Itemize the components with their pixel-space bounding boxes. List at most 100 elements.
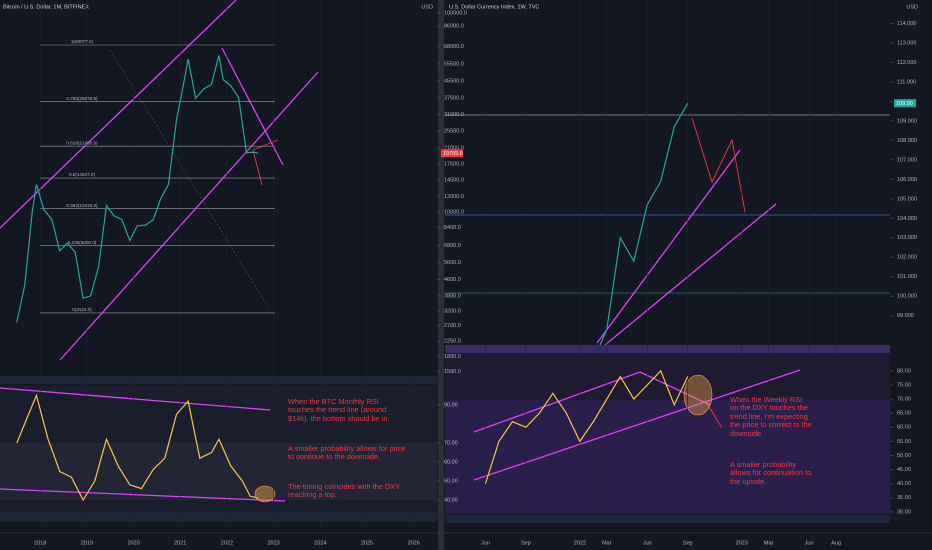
y-tick-label: 105.000 <box>897 196 917 202</box>
axis-unit: USD <box>421 4 433 10</box>
x-tick-label: 2022 <box>574 540 586 546</box>
reference-lines <box>109 49 890 311</box>
y-tick-label: 103.000 <box>897 235 917 241</box>
indicator-strip <box>0 376 437 384</box>
y-tick-label: 1890.0 <box>444 354 461 360</box>
y-tick-label: 17500.0 <box>444 161 464 167</box>
x-tick-label: 2025 <box>361 540 373 546</box>
y-tick-label: 112.000 <box>897 60 916 66</box>
x-tick-label: 2022 <box>221 540 233 546</box>
y-tick-label: 25500.0 <box>444 129 464 135</box>
x-tick-label: 2024 <box>314 540 326 546</box>
y-tick-label: 99.000 <box>897 313 914 319</box>
y-tick-label: 12000.0 <box>444 194 464 200</box>
price-tag-label: 109.90 <box>896 101 913 107</box>
price-tag <box>441 149 463 158</box>
price-tag <box>894 99 916 108</box>
rsi-band <box>0 443 437 500</box>
y-tick-label: 86000.0 <box>444 23 464 29</box>
y-tick-label: 50.00 <box>897 453 911 459</box>
x-tick-label: 2023 <box>267 540 279 546</box>
y-tick-label: 106.000 <box>897 177 917 183</box>
y-tick-label: 31000.0 <box>444 112 464 118</box>
axis-unit: USD <box>906 4 918 10</box>
y-tick-label: 10000.0 <box>444 210 464 216</box>
trend-lines <box>0 0 801 502</box>
annotation: When the Weekly RSI on the DXY touches t… <box>730 396 812 438</box>
annotation: The timing coincides with the DXY reachi… <box>288 483 400 499</box>
x-tick-label: Aug <box>831 540 841 546</box>
y-tick-label: 60.00 <box>897 425 911 431</box>
y-tick-label: 1590.0 <box>444 369 461 375</box>
highlight <box>683 374 713 416</box>
indicator-strip <box>445 345 890 353</box>
y-tick-label: 35.00 <box>897 495 911 501</box>
x-tick-label: 2026 <box>408 540 420 546</box>
y-tick-label: 75.00 <box>897 382 911 388</box>
annotation-text: A smaller probability allows for price t… <box>288 445 406 462</box>
y-tick-label: 21000.0 <box>444 145 464 151</box>
fib-label: 0.618(21450.6) <box>66 140 98 145</box>
annotation: When the BTC Monthly RSI touches the tre… <box>288 398 390 423</box>
x-tick-label: 2021 <box>174 540 186 546</box>
y-tick-label: 111.000 <box>897 79 916 85</box>
x-tick-label: 2023 <box>736 540 748 546</box>
y-tick-label: 3200.0 <box>444 308 461 314</box>
fib-label: 0.5(14847.0) <box>69 172 96 177</box>
y-tick-label: 68000.0 <box>444 44 464 50</box>
indicator-strip <box>445 515 890 523</box>
x-tick-label: Sep <box>683 540 693 546</box>
y-tick-label: 2700.0 <box>444 323 461 329</box>
price-line <box>599 103 689 345</box>
x-tick-label: Jun <box>643 540 652 546</box>
y-tick-label: 65.00 <box>897 411 911 417</box>
rsi-band <box>445 400 890 513</box>
y-tick-label: 45500.0 <box>444 79 464 85</box>
x-tick-label: Mar <box>602 540 612 546</box>
y-tick-label: 70.00 <box>444 440 458 446</box>
y-tick-label: 104.000 <box>897 216 917 222</box>
y-tick-label: 2250.0 <box>444 339 461 345</box>
x-tick-label: 2019 <box>81 540 93 546</box>
chart-title: Bitcoin / U.S. Dollar, 1M, BITFINEX <box>3 4 89 10</box>
y-tick-label: 5600.0 <box>444 260 461 266</box>
y-tick-label: 100000.0 <box>444 10 467 16</box>
fib-label: 0(3122.0) <box>72 307 92 312</box>
price-tag-label: 19755.6 <box>443 151 463 157</box>
fib-label: 0.236(6800.0) <box>68 240 97 245</box>
highlight <box>254 485 276 503</box>
y-tick-label: 60.00 <box>444 459 458 465</box>
y-tick-label: 90.00 <box>444 402 458 408</box>
y-tick-label: 70.00 <box>897 397 911 403</box>
y-tick-label: 101.000 <box>897 274 917 280</box>
y-tick-label: 102.000 <box>897 255 917 261</box>
annotation: A smaller probability allows for continu… <box>730 461 812 486</box>
annotation-text: A smaller probability allows for continu… <box>730 461 812 486</box>
y-tick-label: 37500.0 <box>444 95 464 101</box>
y-tick-label: 55500.0 <box>444 61 464 67</box>
x-tick-label: Jun <box>481 540 490 546</box>
y-tick-label: 108.000 <box>897 138 917 144</box>
indicator-strip <box>0 512 437 522</box>
y-tick-label: 113.000 <box>897 40 916 46</box>
annotation-text: When the Weekly RSI on the DXY touches t… <box>730 396 812 438</box>
y-tick-label: 4600.0 <box>444 277 461 283</box>
price-line <box>16 393 259 502</box>
y-tick-label: 3800.0 <box>444 293 461 299</box>
y-tick-label: 80.00 <box>897 368 911 374</box>
x-tick-label: 2018 <box>34 540 46 546</box>
price-line <box>484 369 689 484</box>
y-tick-label: 50.00 <box>444 478 458 484</box>
y-tick-label: 45.00 <box>897 467 911 473</box>
fib-label: 0.382(10418.0) <box>66 203 98 208</box>
x-tick-label: Mar <box>764 540 774 546</box>
y-tick-label: 100.000 <box>897 294 917 300</box>
y-tick-label: 8400.0 <box>444 225 461 231</box>
y-tick-label: 55.00 <box>897 439 911 445</box>
annotation-text: When the BTC Monthly RSI touches the tre… <box>288 398 390 423</box>
x-tick-label: Jun <box>805 540 814 546</box>
y-tick-label: 6800.0 <box>444 243 461 249</box>
y-tick-label: 14500.0 <box>444 178 464 184</box>
